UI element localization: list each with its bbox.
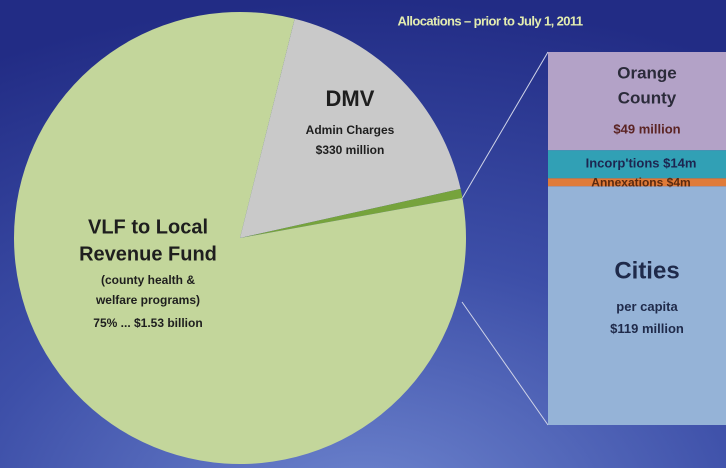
- slice-note: (county health &: [101, 273, 195, 287]
- segment-label-line: Incorp'tions $14m: [586, 156, 697, 171]
- slice-label: Revenue Fund: [79, 243, 217, 265]
- bar-segment: [548, 186, 726, 425]
- segment-label-line: Annexations $4m: [591, 176, 690, 190]
- pie-slice: [14, 11, 466, 464]
- segment-label: County: [618, 88, 677, 107]
- slice-note: Admin Charges: [306, 123, 395, 137]
- pie-slice: [240, 188, 463, 238]
- segment-note: per capita: [616, 299, 678, 314]
- connector: [461, 301, 549, 426]
- slice-value-label: $330 million: [316, 143, 385, 157]
- segment-label: Orange: [617, 63, 677, 82]
- segment-value-label: $119 million: [610, 321, 684, 336]
- slice-value-label: 75% ... $1.53 billion: [93, 316, 202, 330]
- segment-value-label: $4m: [667, 176, 691, 190]
- segment-value-label: $14m: [663, 156, 696, 171]
- segment-label: Annexations: [591, 176, 663, 190]
- bar-segment: [548, 52, 726, 151]
- connector: [461, 51, 549, 199]
- slice-label: DMV: [326, 86, 375, 111]
- slice-note: welfare programs): [95, 293, 200, 307]
- chart-title: Allocations – prior to July 1, 2011: [398, 13, 583, 28]
- pie-slice: [240, 18, 461, 238]
- bar-segment: [548, 150, 726, 179]
- segment-label: Incorp'tions: [586, 156, 660, 171]
- slice-label: VLF to Local: [88, 216, 208, 238]
- segment-label: Cities: [614, 258, 679, 285]
- bar-segment: [548, 178, 726, 187]
- segment-value-label: $49 million: [613, 121, 680, 136]
